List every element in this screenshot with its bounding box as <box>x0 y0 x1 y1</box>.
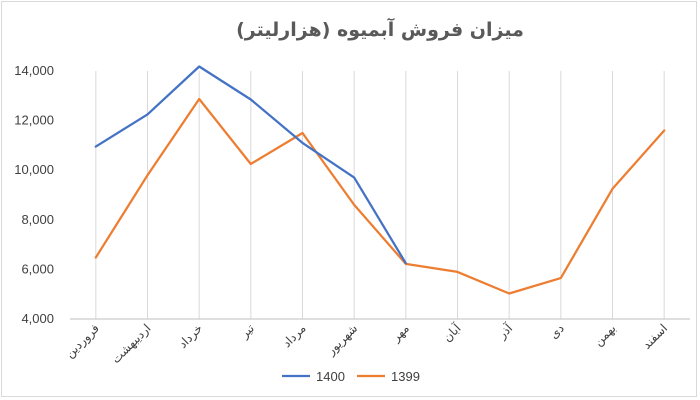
grid-lines <box>70 71 690 320</box>
x-tick-label: اسفند <box>640 321 671 352</box>
x-tick-label: آبان <box>439 320 464 345</box>
x-tick-label: شهریور <box>323 321 361 359</box>
x-tick-label: اردیبهشت <box>109 321 155 367</box>
chart-title: میزان فروش آبمیوه (هزارلیتر) <box>236 17 524 41</box>
legend-label: 1400 <box>316 369 345 384</box>
y-tick-label: 6,000 <box>21 261 54 276</box>
x-tick-label: مهر <box>388 321 412 345</box>
x-tick-label: مرداد <box>280 321 310 351</box>
x-tick-label: دی <box>547 321 567 341</box>
x-tick-label: خرداد <box>176 321 206 351</box>
y-tick-label: 8,000 <box>21 212 54 227</box>
series-line-1400 <box>94 65 407 265</box>
x-tick-label: تیر <box>237 321 258 342</box>
y-tick-label: 10,000 <box>14 162 54 177</box>
x-tick-label: آذر <box>494 320 517 343</box>
y-tick-label: 12,000 <box>14 113 54 128</box>
legend: 1400 1399 <box>282 369 420 384</box>
series-lines <box>94 65 666 295</box>
x-tick-label: بهمن <box>591 321 619 349</box>
legend-label: 1399 <box>391 369 420 384</box>
y-tick-label: 14,000 <box>14 63 54 78</box>
y-axis: 4,000 6,000 8,000 10,000 12,000 14,000 <box>14 63 54 326</box>
y-tick-label: 4,000 <box>21 311 54 326</box>
x-axis: فروردین اردیبهشت خرداد تیر مرداد شهریور مهر آبا… <box>63 320 671 367</box>
x-tick-label: فروردین <box>63 321 103 361</box>
series-line-1399 <box>94 97 666 295</box>
